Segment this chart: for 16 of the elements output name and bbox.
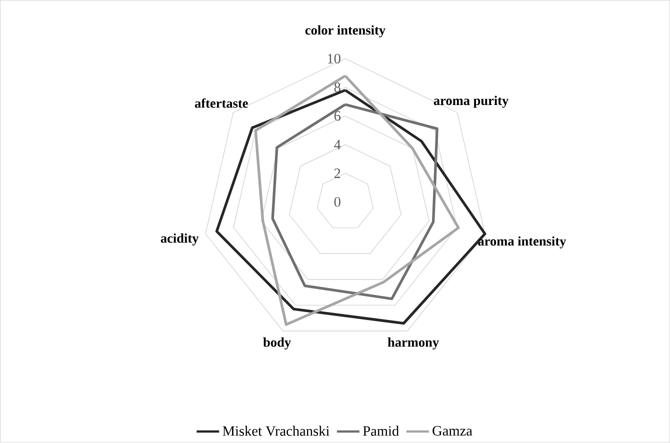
spoke-label: harmony [388, 338, 439, 350]
y-tick-label: 4 [334, 140, 341, 150]
y-tick-label: 0 [334, 197, 340, 207]
legend-label: Gamza [432, 426, 472, 436]
legend-label: Pamid [363, 426, 399, 436]
spoke-label: aroma purity [434, 96, 509, 108]
y-tick-label: 6 [334, 111, 341, 121]
y-tick-label: 10 [328, 54, 340, 64]
y-tick-label: 2 [334, 168, 340, 178]
spoke-label: acidity [160, 234, 199, 246]
spoke-label: aroma intensity [478, 236, 566, 248]
legend-label: Misket Vrachanski [222, 426, 330, 436]
y-tick-label: 8 [334, 82, 340, 92]
spoke-label: body [263, 338, 291, 350]
spoke-label: color intensity [305, 25, 386, 38]
spoke-label: aftertaste [194, 98, 248, 108]
